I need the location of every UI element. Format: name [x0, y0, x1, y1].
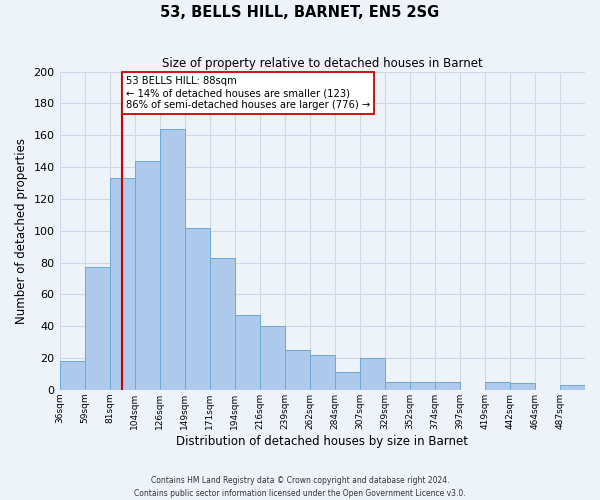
Bar [410, 382, 435, 390]
Bar [485, 382, 510, 390]
Bar [185, 228, 209, 390]
Bar [85, 268, 110, 390]
Bar [310, 355, 335, 390]
Bar [435, 382, 460, 390]
Bar [209, 258, 235, 390]
Bar [260, 326, 285, 390]
Bar [360, 358, 385, 390]
Bar [235, 315, 260, 390]
Y-axis label: Number of detached properties: Number of detached properties [15, 138, 28, 324]
Title: Size of property relative to detached houses in Barnet: Size of property relative to detached ho… [162, 58, 482, 70]
Bar [510, 384, 535, 390]
Text: 53 BELLS HILL: 88sqm
← 14% of detached houses are smaller (123)
86% of semi-deta: 53 BELLS HILL: 88sqm ← 14% of detached h… [126, 76, 370, 110]
Bar [335, 372, 360, 390]
Bar [59, 361, 85, 390]
Text: 53, BELLS HILL, BARNET, EN5 2SG: 53, BELLS HILL, BARNET, EN5 2SG [160, 5, 440, 20]
Bar [285, 350, 310, 390]
Bar [134, 160, 160, 390]
Bar [160, 129, 185, 390]
Bar [110, 178, 134, 390]
Bar [560, 385, 585, 390]
X-axis label: Distribution of detached houses by size in Barnet: Distribution of detached houses by size … [176, 434, 468, 448]
Text: Contains HM Land Registry data © Crown copyright and database right 2024.
Contai: Contains HM Land Registry data © Crown c… [134, 476, 466, 498]
Bar [385, 382, 410, 390]
